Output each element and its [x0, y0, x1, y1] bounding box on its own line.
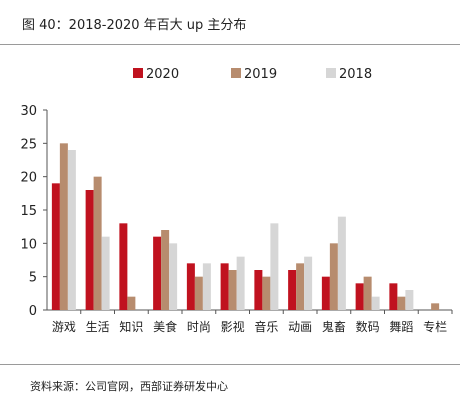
bar-2020 [254, 270, 263, 310]
bar-2020 [389, 283, 398, 310]
y-tick-label: 25 [20, 137, 37, 152]
y-tick-label: 15 [20, 204, 37, 219]
bar-2019 [228, 270, 237, 310]
y-tick-label: 5 [29, 271, 37, 286]
legend-label-2020: 2020 [146, 67, 179, 82]
bar-2018 [405, 290, 414, 310]
bar-2019 [194, 276, 203, 310]
bar-2019 [93, 176, 102, 310]
bar-2020 [85, 190, 94, 310]
x-category-label: 时尚 [187, 320, 211, 334]
bar-2018 [337, 216, 346, 310]
x-category-label: 影视 [221, 319, 245, 334]
legend-label-2019: 2019 [244, 67, 277, 82]
x-category-label: 游戏 [52, 320, 76, 334]
x-category-label: 舞蹈 [389, 320, 413, 334]
bar-2018 [304, 256, 313, 310]
x-category-label: 生活 [86, 320, 110, 334]
x-category-label: 音乐 [254, 319, 278, 334]
x-category-label: 知识 [119, 320, 143, 334]
bar-2019 [296, 263, 305, 310]
bar-2018 [371, 296, 380, 310]
x-category-label: 专栏 [423, 319, 447, 334]
figure-title: 图 40：2018-2020 年百大 up 主分布 [22, 18, 247, 33]
x-category-label: 动画 [288, 320, 312, 334]
bar-2018 [67, 150, 76, 310]
legend-label-2018: 2018 [339, 67, 372, 82]
bar-2020 [355, 283, 364, 310]
bar-2018 [202, 263, 211, 310]
bar-2019 [262, 276, 271, 310]
legend-swatch-2020 [133, 68, 143, 78]
bar-2019 [397, 296, 406, 310]
bar-2019 [161, 230, 170, 310]
legend-swatch-2019 [231, 68, 241, 78]
bar-2020 [119, 223, 128, 310]
x-category-label: 数码 [356, 319, 380, 334]
bar-2020 [153, 236, 162, 310]
bar-2019 [431, 303, 440, 310]
x-category-label: 美食 [153, 319, 177, 334]
bar-2020 [186, 263, 195, 310]
bar-2019 [363, 276, 372, 310]
bar-2018 [270, 223, 279, 310]
y-tick-label: 30 [20, 104, 37, 119]
bar-2020 [288, 270, 297, 310]
bar-2020 [51, 183, 60, 310]
top-rule [0, 44, 460, 45]
bar-2019 [329, 243, 338, 310]
bar-2020 [321, 276, 330, 310]
y-tick-label: 10 [20, 237, 37, 252]
bar-2020 [220, 263, 229, 310]
bar-2018 [236, 256, 245, 310]
source-note: 资料来源：公司官网，西部证券研发中心 [30, 380, 228, 393]
bottom-rule [0, 364, 460, 365]
x-category-label: 鬼畜 [322, 319, 346, 334]
y-tick-label: 0 [29, 304, 37, 319]
bar-2019 [127, 296, 136, 310]
bar-2018 [101, 236, 110, 310]
y-tick-label: 20 [20, 171, 37, 186]
legend-swatch-2018 [326, 68, 336, 78]
bar-2019 [59, 143, 68, 310]
bar-2018 [169, 243, 178, 310]
